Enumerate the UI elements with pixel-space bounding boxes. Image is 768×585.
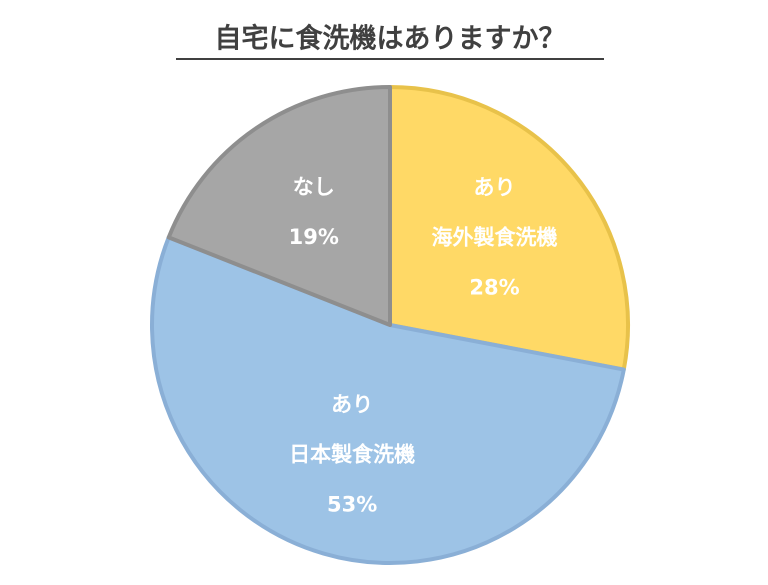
value-label: 28% xyxy=(469,276,519,300)
slice-label: なし xyxy=(293,175,335,199)
slice-label: 海外製食洗機 xyxy=(432,226,558,250)
slice-label: あり xyxy=(331,392,373,416)
pie-slice xyxy=(150,235,626,565)
pie-slice xyxy=(388,85,630,372)
slice-label: 日本製食洗機 xyxy=(289,442,415,466)
pie-slice xyxy=(166,85,392,327)
slice-label: あり xyxy=(474,176,516,200)
chart-title: 自宅に食洗機はありますか？ xyxy=(215,23,566,55)
value-label: 19% xyxy=(289,225,339,249)
value-label: 53% xyxy=(327,492,377,516)
